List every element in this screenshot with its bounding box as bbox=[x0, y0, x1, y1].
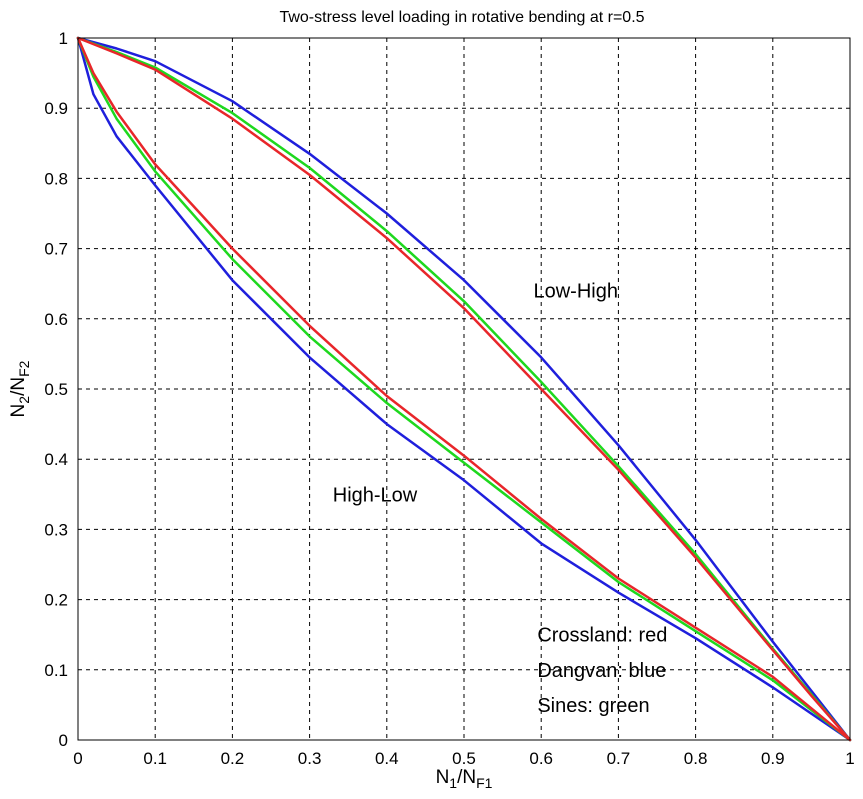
x-tick-label: 0.1 bbox=[143, 749, 167, 768]
y-tick-label: 0.3 bbox=[44, 520, 68, 539]
annotation-label: Crossland: red bbox=[537, 625, 667, 647]
annotations: Low-High High-Low Crossland: red Dangvan: b… bbox=[333, 281, 668, 717]
x-tick-label: 0.6 bbox=[529, 749, 553, 768]
x-tick-label: 0 bbox=[73, 749, 82, 768]
x-tick-label: 0.8 bbox=[684, 749, 708, 768]
series-line-hl-sines bbox=[76, 36, 852, 742]
y-tick-label: 0.2 bbox=[44, 591, 68, 610]
x-tick-label: 0.5 bbox=[452, 749, 476, 768]
annotation-label: Dangvan: blue bbox=[537, 660, 666, 682]
x-tick-label: 0.2 bbox=[221, 749, 245, 768]
annotation-label: High-Low bbox=[333, 484, 418, 506]
series-line-lh-dangvan bbox=[76, 36, 852, 742]
y-tick-label: 0.8 bbox=[44, 169, 68, 188]
series-line-lh-crossland bbox=[76, 36, 852, 742]
y-tick-label: 0 bbox=[59, 731, 68, 750]
y-tick-label: 0.1 bbox=[44, 661, 68, 680]
series-line-hl-crossland bbox=[76, 36, 852, 742]
annotation-label: Sines: green bbox=[537, 695, 649, 717]
x-axis-label: N1/NF1 bbox=[436, 767, 493, 791]
x-tick-label: 0.9 bbox=[761, 749, 785, 768]
y-tick-labels: 0 0.1 0.2 0.3 0.4 0.5 0.6 0.7 0.8 0.9 1 bbox=[44, 29, 68, 750]
annotation-label: Low-High bbox=[533, 281, 617, 303]
y-tick-label: 1 bbox=[59, 29, 68, 48]
y-tick-label: 0.7 bbox=[44, 240, 68, 259]
y-tick-label: 0.6 bbox=[44, 310, 68, 329]
y-axis-label: N2/NF2 bbox=[8, 360, 32, 417]
x-tick-label: 0.7 bbox=[607, 749, 631, 768]
x-tick-labels: 0 0.1 0.2 0.3 0.4 0.5 0.6 0.7 0.8 0.9 1 bbox=[73, 749, 854, 768]
y-tick-label: 0.4 bbox=[44, 450, 68, 469]
plot-area-frame bbox=[77, 37, 851, 741]
y-tick-label: 0.9 bbox=[44, 99, 68, 118]
chart-title: Two-stress level loading in rotative ben… bbox=[279, 9, 644, 26]
x-tick-label: 0.3 bbox=[298, 749, 322, 768]
x-tick-label: 1 bbox=[845, 749, 854, 768]
y-tick-label: 0.5 bbox=[44, 380, 68, 399]
x-tick-label: 0.4 bbox=[375, 749, 399, 768]
series-lines bbox=[76, 36, 852, 742]
grid bbox=[78, 38, 850, 740]
series-line-hl-dangvan bbox=[76, 36, 852, 742]
